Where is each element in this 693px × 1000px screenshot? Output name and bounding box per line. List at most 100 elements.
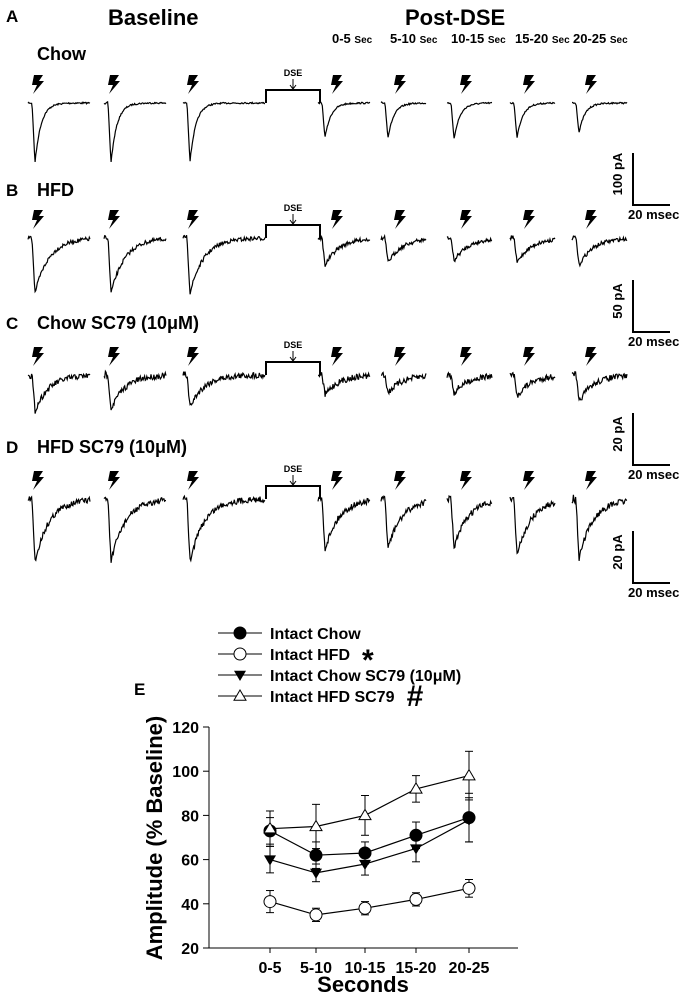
open-circle-marker xyxy=(263,895,277,909)
stimulus-bolt-icon xyxy=(523,75,535,94)
dse-label: DSE xyxy=(284,68,303,78)
filled-circle-marker xyxy=(309,848,323,862)
x-tick-label: 10-15 xyxy=(345,960,386,977)
bin-range: 0-5 xyxy=(332,31,354,46)
baseline-trace xyxy=(182,101,266,162)
panel-letter: A xyxy=(6,7,18,26)
dse-arrowhead xyxy=(289,356,297,362)
legend-item: Intact Chow xyxy=(218,626,361,643)
stimulus-bolt-icon xyxy=(460,75,472,94)
scale-label-x: 20 msec xyxy=(628,207,679,222)
legend-label: Intact HFD SC79 xyxy=(270,689,395,706)
open-circle-marker xyxy=(462,881,476,895)
x-tick-label: 20-25 xyxy=(449,960,490,977)
post-dse-trace xyxy=(509,101,556,138)
panel-letter: C xyxy=(6,314,18,333)
legend-item: Intact HFD SC79 # xyxy=(218,680,424,713)
baseline-trace xyxy=(182,494,266,563)
stimulus-bolt-icon xyxy=(460,347,472,366)
post-dse-heading: Post-DSE xyxy=(405,5,505,30)
filled-triangle-down-marker xyxy=(410,844,422,855)
stimulus-bolt-icon xyxy=(394,471,406,490)
open-triangle-up-marker xyxy=(409,781,423,794)
stimulus-bolt-icon xyxy=(585,471,597,490)
panel-title: Chow SC79 (10μM) xyxy=(37,313,199,333)
stimulus-bolt-icon xyxy=(32,75,44,94)
panel-title: HFD SC79 (10μM) xyxy=(37,437,187,457)
stimulus-bolt-icon xyxy=(585,75,597,94)
legend-item: Intact HFD * xyxy=(218,644,374,677)
panel-letter: D xyxy=(6,438,18,457)
filled-triangle-down-marker xyxy=(359,859,371,871)
post-dse-trace xyxy=(509,235,556,263)
baseline-trace xyxy=(103,369,167,411)
post-dse-trace xyxy=(509,371,556,398)
x-tick-label: 15-20 xyxy=(396,960,437,977)
baseline-heading: Baseline xyxy=(108,5,199,30)
post-dse-trace xyxy=(446,101,493,139)
open-triangle-up-marker xyxy=(358,808,372,821)
y-tick-label: 120 xyxy=(172,720,199,737)
stimulus-bolt-icon xyxy=(331,210,343,229)
panel-letter-e: E xyxy=(134,680,145,699)
stimulus-bolt-icon xyxy=(394,210,406,229)
post-dse-trace xyxy=(317,496,371,552)
y-tick-label: 20 xyxy=(181,941,199,958)
open-circle-marker xyxy=(409,892,423,906)
scale-bar xyxy=(632,413,670,466)
dse-step xyxy=(265,361,321,375)
dse-arrowhead xyxy=(289,219,297,225)
bin-label: 10-15 Sec xyxy=(451,31,506,46)
post-dse-trace xyxy=(571,235,628,268)
bin-range: 5-10 xyxy=(390,31,420,46)
scale-bar xyxy=(632,531,670,584)
open-triangle-up-marker xyxy=(263,821,277,834)
amplitude-chart: 20 40 60 80 100 120 0-5 5-10 10-15 15-20 20-25 Seco… xyxy=(142,716,518,997)
dse-step xyxy=(265,89,321,103)
dse-step xyxy=(265,485,321,499)
stimulus-bolt-icon xyxy=(331,75,343,94)
stimulus-bolt-icon xyxy=(187,471,199,490)
bin-unit: Sec xyxy=(354,35,372,46)
bin-label: 0-5 Sec xyxy=(332,31,373,46)
series-line xyxy=(269,775,470,830)
significance-mark: * xyxy=(362,644,374,677)
stimulus-bolt-icon xyxy=(108,210,120,229)
bin-unit: Sec xyxy=(610,35,628,46)
scale-label-x: 20 msec xyxy=(628,334,679,349)
stimulus-bolt-icon xyxy=(108,347,120,366)
legend-label: Intact Chow SC79 (10μM) xyxy=(270,668,461,685)
legend-label: Intact HFD xyxy=(270,647,350,664)
bin-range: 20-25 xyxy=(573,31,610,46)
bin-label: 15-20 Sec xyxy=(515,31,570,46)
panel-title: HFD xyxy=(37,180,74,200)
stimulus-bolt-icon xyxy=(331,471,343,490)
y-tick-label: 80 xyxy=(181,808,199,825)
filled-circle-marker xyxy=(233,626,247,640)
post-dse-trace xyxy=(446,236,493,263)
post-dse-trace xyxy=(572,101,628,133)
series-2 xyxy=(263,878,476,922)
post-dse-trace xyxy=(317,101,371,137)
post-dse-trace xyxy=(380,233,427,262)
baseline-trace xyxy=(103,234,167,293)
scale-label-x: 20 msec xyxy=(628,585,679,600)
dse-label: DSE xyxy=(284,340,303,350)
scale-bar xyxy=(632,153,670,206)
panel-letter: B xyxy=(6,181,18,200)
stimulus-bolt-icon xyxy=(32,471,44,490)
post-dse-trace xyxy=(509,496,556,555)
post-dse-trace xyxy=(381,371,427,396)
y-axis-title: Amplitude (% Baseline) xyxy=(142,716,167,960)
significance-mark: # xyxy=(407,680,424,713)
y-tick-label: 60 xyxy=(181,853,199,870)
baseline-trace xyxy=(182,234,266,295)
stimulus-bolt-icon xyxy=(32,347,44,366)
filled-triangle-down-marker xyxy=(234,670,246,681)
dse-label: DSE xyxy=(284,464,303,474)
y-tick-label: 40 xyxy=(181,897,199,914)
stimulus-bolt-icon xyxy=(460,471,472,490)
